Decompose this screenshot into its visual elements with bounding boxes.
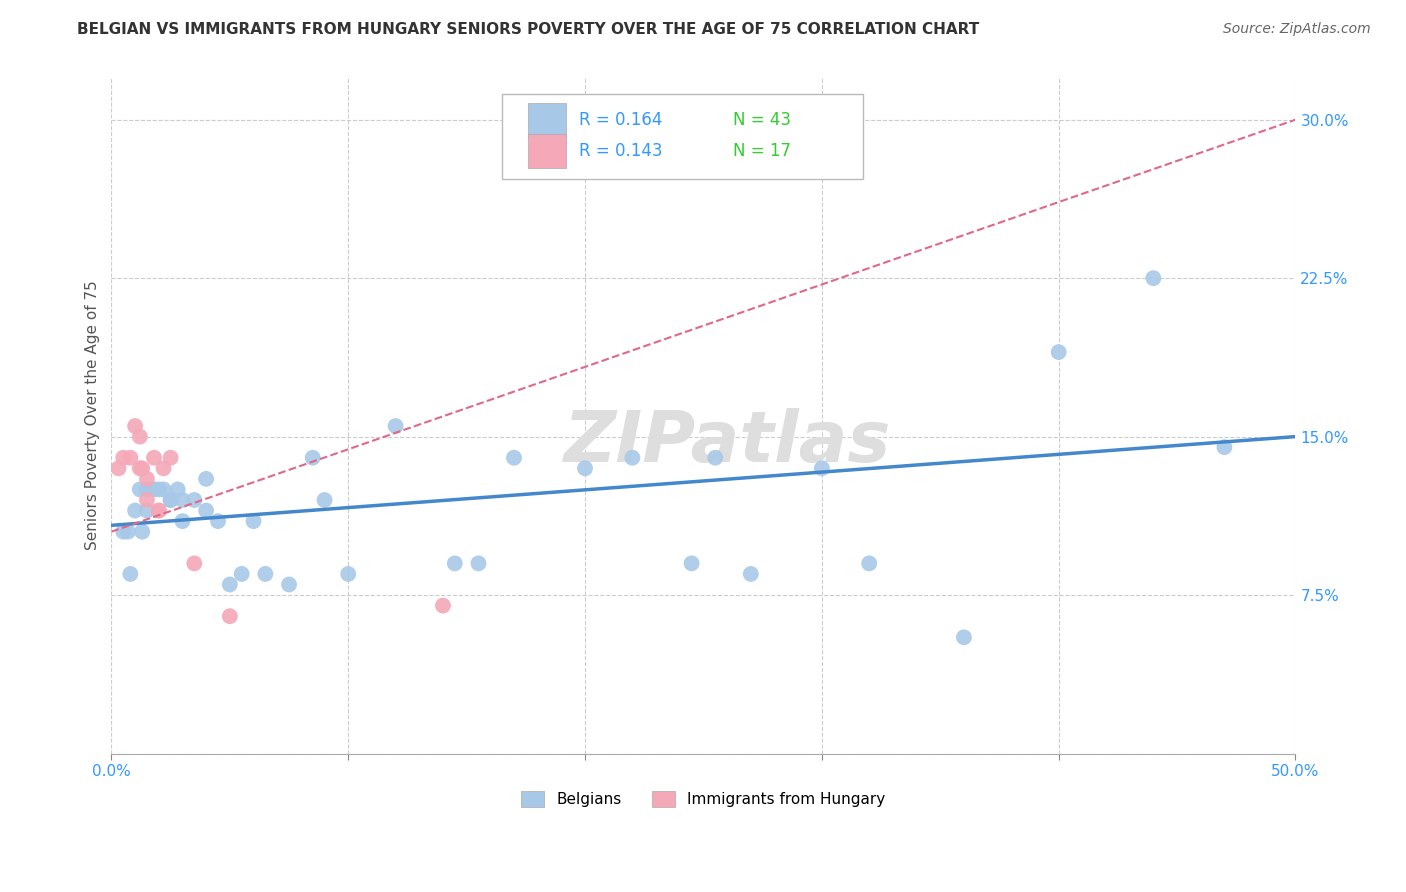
Point [858,557,880,571]
Point [120,566,142,581]
Point [195,503,218,517]
Point [128,483,150,497]
Point [136,503,159,517]
Point [107,461,129,475]
Point [195,472,218,486]
Point [704,450,727,465]
Point [443,557,465,571]
Point [152,461,174,475]
Point [503,450,526,465]
Point [148,503,170,517]
Point [384,419,406,434]
Text: Source: ZipAtlas.com: Source: ZipAtlas.com [1223,22,1371,37]
Point [337,566,360,581]
Point [231,566,253,581]
Point [953,630,976,644]
Point [301,450,323,465]
Point [172,514,194,528]
Point [124,503,146,517]
Text: N = 43: N = 43 [733,111,792,129]
Point [218,577,240,591]
Point [131,524,153,539]
Point [112,450,135,465]
Point [124,419,146,434]
Point [112,524,135,539]
Point [278,577,301,591]
Text: ZIPatlas: ZIPatlas [564,408,891,477]
Legend: Belgians, Immigrants from Hungary: Belgians, Immigrants from Hungary [515,785,891,814]
Point [136,472,159,486]
Point [1047,345,1070,359]
Point [432,599,454,613]
Point [242,514,264,528]
Text: BELGIAN VS IMMIGRANTS FROM HUNGARY SENIORS POVERTY OVER THE AGE OF 75 CORRELATIO: BELGIAN VS IMMIGRANTS FROM HUNGARY SENIO… [77,22,980,37]
Point [148,483,170,497]
FancyBboxPatch shape [502,95,863,179]
Point [117,524,139,539]
Point [159,493,181,508]
Text: N = 17: N = 17 [733,142,792,161]
Point [159,493,181,508]
Point [467,557,489,571]
Point [128,429,150,443]
Point [131,461,153,475]
FancyBboxPatch shape [529,134,567,168]
Point [143,483,166,497]
FancyBboxPatch shape [529,103,567,137]
Point [136,493,159,508]
Point [183,557,205,571]
Point [681,557,703,571]
Point [148,503,170,517]
Point [159,450,181,465]
Point [207,514,229,528]
Point [740,566,762,581]
Point [152,483,174,497]
Point [811,461,834,475]
Point [574,461,596,475]
Text: R = 0.164: R = 0.164 [579,111,662,129]
Point [120,450,142,465]
Point [128,461,150,475]
Point [1213,440,1236,454]
Point [1142,271,1164,285]
Point [314,493,336,508]
Point [218,609,240,624]
Point [183,493,205,508]
Point [254,566,277,581]
Point [136,483,159,497]
Point [143,450,166,465]
Y-axis label: Seniors Poverty Over the Age of 75: Seniors Poverty Over the Age of 75 [86,281,100,550]
Point [166,483,188,497]
Point [621,450,644,465]
Text: R = 0.143: R = 0.143 [579,142,662,161]
Point [172,493,194,508]
